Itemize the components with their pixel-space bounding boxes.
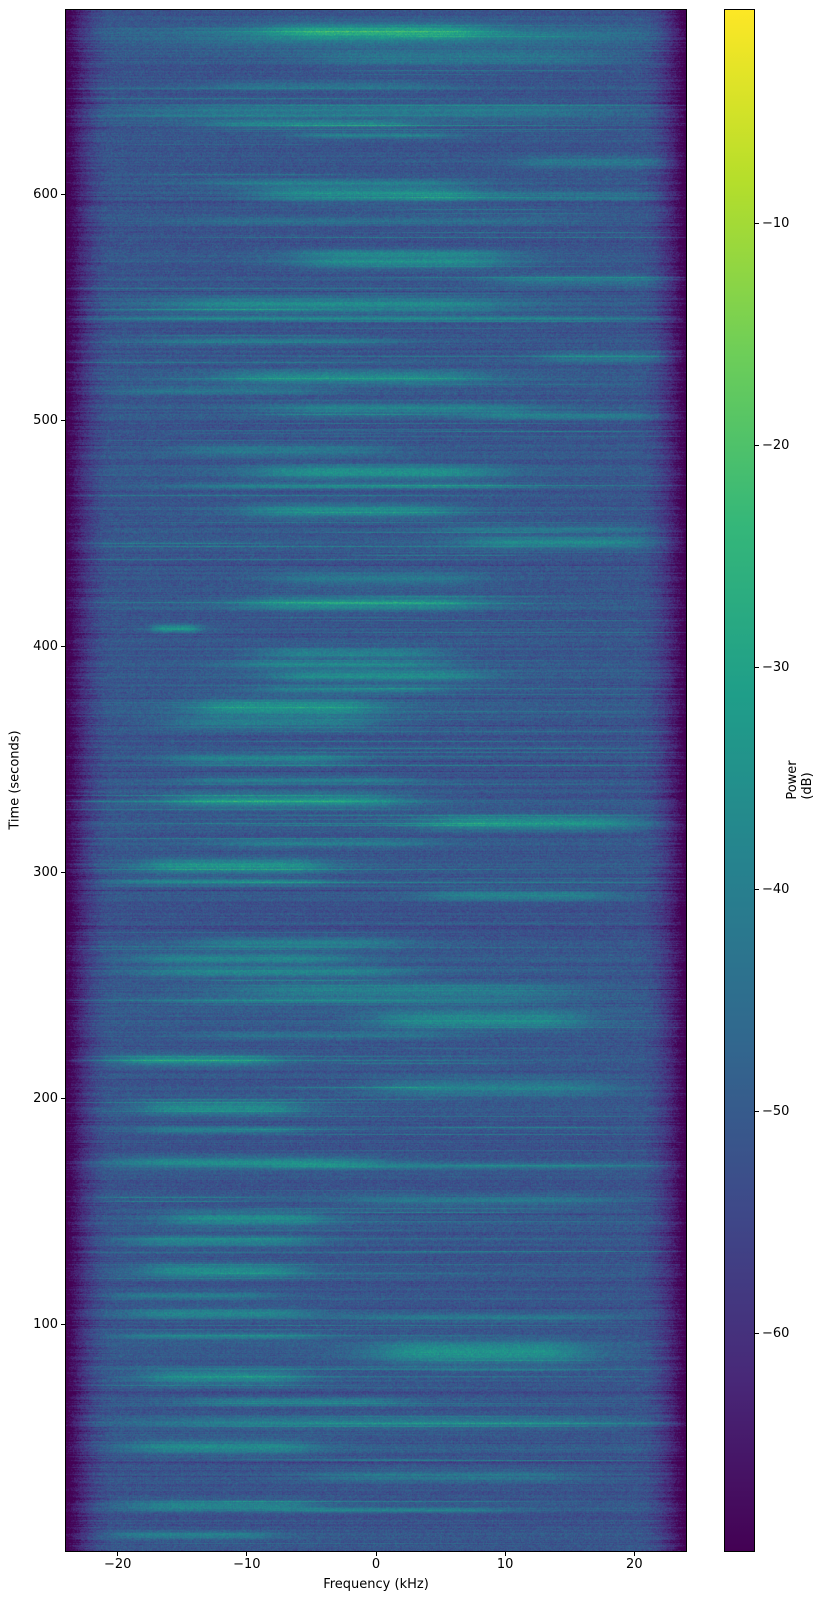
x-tick-label: 20 bbox=[626, 1557, 643, 1572]
colorbar-tick-label: −30 bbox=[762, 659, 790, 675]
y-tick-mark bbox=[61, 872, 65, 874]
colorbar-tick-label: −10 bbox=[762, 215, 790, 231]
colorbar-tick-mark bbox=[755, 888, 759, 890]
colorbar-tick-mark bbox=[755, 444, 759, 446]
x-tick-mark bbox=[633, 1552, 635, 1556]
colorbar-tick-mark bbox=[755, 1110, 759, 1112]
colorbar-tick-mark bbox=[755, 666, 759, 668]
spectrogram-image bbox=[66, 10, 686, 1551]
colorbar-tick-mark bbox=[755, 222, 759, 224]
colorbar-tick-label: −40 bbox=[762, 881, 790, 897]
y-tick-label: 300 bbox=[33, 865, 58, 881]
colorbar-tick-label: −50 bbox=[762, 1103, 790, 1119]
y-tick-mark bbox=[61, 646, 65, 648]
y-tick-label: 200 bbox=[33, 1091, 58, 1107]
x-axis-label: Frequency (kHz) bbox=[323, 1577, 429, 1592]
y-tick-label: 500 bbox=[33, 412, 58, 428]
y-axis-label: Time (seconds) bbox=[7, 730, 23, 830]
x-tick-label: −20 bbox=[103, 1557, 132, 1572]
y-tick-mark bbox=[61, 1098, 65, 1100]
y-tick-label: 400 bbox=[33, 639, 58, 655]
colorbar-tick-mark bbox=[755, 1332, 759, 1334]
x-tick-mark bbox=[117, 1552, 119, 1556]
y-tick-mark bbox=[61, 1324, 65, 1326]
colorbar-tick-label: −20 bbox=[762, 437, 790, 453]
x-tick-label: 0 bbox=[371, 1557, 381, 1572]
x-tick-mark bbox=[504, 1552, 506, 1556]
colorbar-label: Power (dB) bbox=[785, 760, 815, 800]
x-tick-mark bbox=[246, 1552, 248, 1556]
y-tick-mark bbox=[61, 419, 65, 421]
y-tick-label: 600 bbox=[33, 186, 58, 202]
y-tick-mark bbox=[61, 193, 65, 195]
x-tick-mark bbox=[375, 1552, 377, 1556]
colorbar-tick-label: −60 bbox=[762, 1325, 790, 1341]
colorbar-gradient bbox=[724, 9, 755, 1552]
x-tick-label: 10 bbox=[496, 1557, 514, 1572]
x-tick-label: −10 bbox=[233, 1557, 261, 1572]
y-tick-label: 100 bbox=[33, 1317, 58, 1333]
